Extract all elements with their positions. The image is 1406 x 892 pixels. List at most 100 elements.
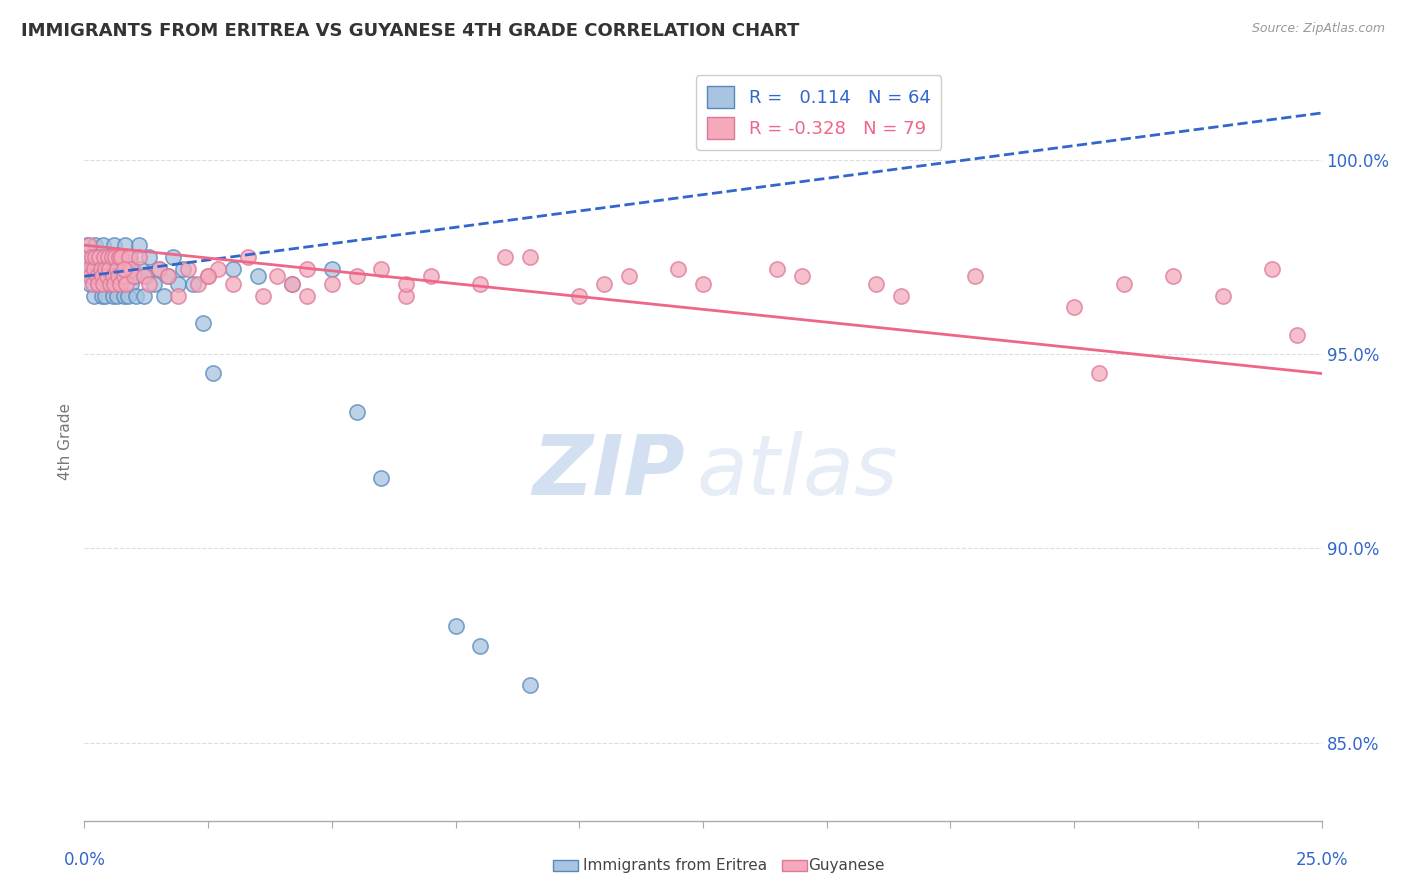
Point xyxy=(111,269,134,284)
Point xyxy=(76,238,98,252)
Point xyxy=(666,261,689,276)
Point xyxy=(419,269,441,284)
Point xyxy=(157,269,180,284)
Point xyxy=(965,269,987,284)
Point xyxy=(90,269,112,284)
Point xyxy=(246,269,269,284)
Point xyxy=(207,261,229,276)
Point xyxy=(107,269,129,284)
Point xyxy=(94,289,117,303)
Point xyxy=(370,471,392,485)
Point xyxy=(118,250,141,264)
Point xyxy=(100,250,122,264)
Point xyxy=(222,277,245,291)
Text: 0.0%: 0.0% xyxy=(63,851,105,869)
Point xyxy=(89,250,111,264)
Point xyxy=(83,289,105,303)
Point xyxy=(1088,367,1111,381)
Point xyxy=(177,261,200,276)
Point xyxy=(370,261,392,276)
Point xyxy=(790,269,813,284)
Point xyxy=(87,277,110,291)
Point xyxy=(77,261,100,276)
Point xyxy=(76,250,98,264)
Point xyxy=(266,269,288,284)
Point xyxy=(395,289,418,303)
Text: Immigrants from Eritrea: Immigrants from Eritrea xyxy=(583,858,768,872)
Point xyxy=(395,277,418,291)
Point xyxy=(96,269,118,284)
Point xyxy=(98,277,121,291)
Point xyxy=(202,367,225,381)
Point xyxy=(568,289,591,303)
Point xyxy=(617,269,640,284)
Point xyxy=(108,277,131,291)
Point xyxy=(97,250,120,264)
Point xyxy=(281,277,304,291)
Point xyxy=(197,269,219,284)
Point xyxy=(167,277,190,291)
Point xyxy=(295,261,318,276)
Point xyxy=(103,238,125,252)
Point xyxy=(148,261,170,276)
Text: atlas: atlas xyxy=(697,432,898,512)
Point xyxy=(86,261,108,276)
Point xyxy=(890,289,912,303)
Point xyxy=(191,316,214,330)
Point xyxy=(105,261,128,276)
Point xyxy=(1285,327,1308,342)
Point xyxy=(1212,289,1234,303)
Text: ZIP: ZIP xyxy=(531,432,685,512)
Point xyxy=(96,269,118,284)
Point xyxy=(128,238,150,252)
Point xyxy=(321,261,343,276)
Point xyxy=(132,289,155,303)
Point xyxy=(470,639,492,653)
Point xyxy=(128,250,150,264)
Point xyxy=(122,269,145,284)
Point xyxy=(138,250,160,264)
Point xyxy=(142,277,165,291)
Point xyxy=(93,261,115,276)
Point xyxy=(295,289,318,303)
Point xyxy=(108,250,131,264)
Point xyxy=(86,269,108,284)
Point xyxy=(103,277,125,291)
Point xyxy=(104,261,127,276)
Point xyxy=(132,269,155,284)
Legend: R =   0.114   N = 64, R = -0.328   N = 79: R = 0.114 N = 64, R = -0.328 N = 79 xyxy=(696,75,942,150)
Text: Guyanese: Guyanese xyxy=(808,858,884,872)
Point xyxy=(112,261,135,276)
Point xyxy=(97,250,120,264)
Point xyxy=(346,269,368,284)
Point xyxy=(101,289,124,303)
Point xyxy=(494,250,516,264)
Point xyxy=(766,261,789,276)
Point xyxy=(197,269,219,284)
Point xyxy=(138,277,160,291)
Point xyxy=(105,289,128,303)
Point xyxy=(94,261,117,276)
Point xyxy=(321,277,343,291)
Point xyxy=(100,269,122,284)
Point xyxy=(692,277,714,291)
Point xyxy=(120,277,142,291)
Text: Source: ZipAtlas.com: Source: ZipAtlas.com xyxy=(1251,22,1385,36)
Point xyxy=(187,277,209,291)
Point xyxy=(117,289,139,303)
Point xyxy=(115,277,138,291)
Point xyxy=(79,238,101,252)
Point xyxy=(79,277,101,291)
Point xyxy=(77,261,100,276)
Point xyxy=(172,261,194,276)
Point xyxy=(1063,301,1085,315)
Point xyxy=(1261,261,1284,276)
Point xyxy=(114,238,136,252)
Point xyxy=(90,289,112,303)
Point xyxy=(79,250,101,264)
Point xyxy=(110,261,132,276)
Point xyxy=(444,619,467,633)
Point xyxy=(98,277,121,291)
Point xyxy=(122,269,145,284)
Point xyxy=(82,277,104,291)
